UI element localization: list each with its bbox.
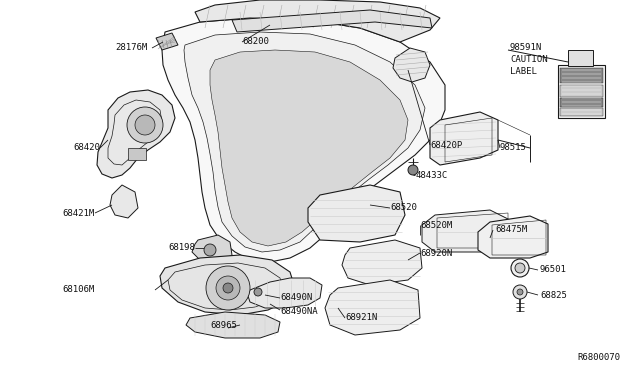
Polygon shape [325,280,420,335]
Text: LABEL: LABEL [510,67,537,77]
Polygon shape [393,48,430,82]
Bar [560,108,603,116]
Text: 48433C: 48433C [415,170,447,180]
Bar [568,50,593,66]
Bar [560,98,603,107]
Polygon shape [308,185,405,242]
Text: 68106M: 68106M [63,285,95,295]
Polygon shape [160,255,295,315]
Circle shape [135,115,155,135]
Polygon shape [342,240,422,285]
Polygon shape [192,235,232,262]
Text: 68520: 68520 [390,203,417,212]
Text: 68198: 68198 [168,244,195,253]
Polygon shape [248,278,322,308]
Polygon shape [430,112,498,165]
Text: 68420P: 68420P [430,141,462,150]
Circle shape [254,288,262,296]
Text: 68490NA: 68490NA [280,308,317,317]
Circle shape [408,165,418,175]
Polygon shape [478,216,548,258]
Text: 68200: 68200 [242,38,269,46]
Polygon shape [210,50,408,246]
Text: 68825: 68825 [540,291,567,299]
Text: CAUTION: CAUTION [510,55,548,64]
Polygon shape [232,10,432,32]
Bar [560,68,603,83]
Polygon shape [162,18,445,262]
Text: 98515: 98515 [500,144,527,153]
Polygon shape [156,33,178,50]
Polygon shape [422,210,510,252]
Text: 28176M: 28176M [116,44,148,52]
Circle shape [513,285,527,299]
Circle shape [204,244,216,256]
Bar [128,148,146,160]
Text: 68965: 68965 [210,321,237,330]
Text: 68920N: 68920N [420,248,452,257]
Circle shape [511,259,529,277]
Text: 68490N: 68490N [280,294,312,302]
Text: 96501: 96501 [540,266,567,275]
Text: 68520M: 68520M [420,221,452,230]
Polygon shape [184,32,425,252]
Bar [560,85,603,97]
Polygon shape [110,185,138,218]
Circle shape [515,263,525,273]
Circle shape [223,283,233,293]
Circle shape [127,107,163,143]
Text: R6800070: R6800070 [577,353,620,362]
Text: 68421M: 68421M [63,208,95,218]
Circle shape [216,276,240,300]
Polygon shape [558,65,605,118]
Text: 68420: 68420 [73,144,100,153]
Polygon shape [97,90,175,178]
Text: 68475M: 68475M [495,225,527,234]
Circle shape [206,266,250,310]
Polygon shape [195,0,440,42]
Circle shape [517,289,523,295]
Text: 68921N: 68921N [345,314,377,323]
Text: 98591N: 98591N [510,44,542,52]
Polygon shape [186,312,280,338]
